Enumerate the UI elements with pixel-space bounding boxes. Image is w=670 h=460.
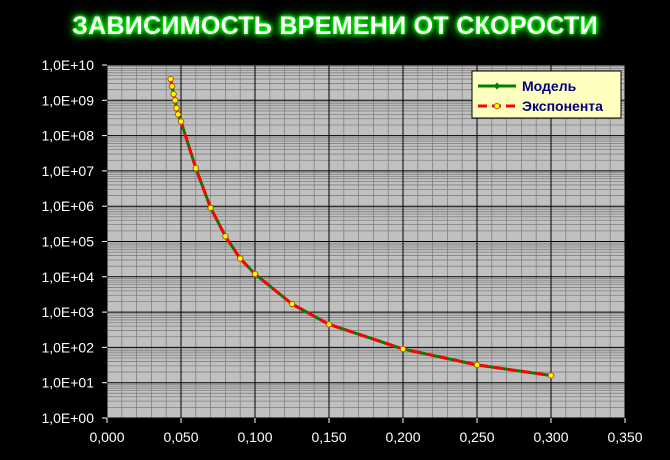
data-point-exponent (173, 104, 180, 112)
y-axis-ticks: 1,0E+00 1,0E+01 1,0E+02 1,0E+03 1,0E+04 1,0E+… (41, 57, 107, 426)
major-gridlines (106, 64, 626, 419)
data-point-exponent (222, 233, 229, 240)
y-tick-label: 1,0E+00 (41, 410, 94, 426)
data-point-exponent (177, 118, 185, 125)
y-tick-label: 1,0E+02 (41, 339, 94, 355)
x-tick-label: 0,150 (311, 429, 346, 445)
data-point-exponent (325, 321, 333, 328)
y-tick-label: 1,0E+07 (41, 163, 94, 179)
legend-marker-exponent (493, 102, 501, 110)
x-tick-label: 0,000 (89, 429, 124, 445)
x-tick-label: 0,250 (459, 429, 494, 445)
legend-box (471, 70, 622, 119)
y-tick-label: 1,0E+03 (41, 304, 94, 320)
legend-label-exponent: Экспонента (522, 98, 603, 114)
x-tick-label: 0,300 (533, 429, 568, 445)
data-point-exponent (207, 204, 214, 211)
chart-title: ЗАВИСИМОСТЬ ВРЕМЕНИ ОТ СКОРОСТИ (72, 12, 598, 40)
data-point-exponent (167, 75, 174, 83)
y-tick-label: 1,0E+10 (41, 57, 94, 73)
data-point-exponent (399, 345, 407, 353)
legend: Модель Экспонента (471, 70, 622, 119)
data-point-exponent (288, 300, 296, 308)
data-point-exponent (171, 97, 179, 104)
data-point-exponent (251, 270, 259, 278)
y-tick-label: 1,0E+04 (41, 269, 94, 285)
x-tick-label: 0,200 (385, 429, 420, 445)
data-point-exponent (237, 255, 244, 262)
data-point-exponent (473, 361, 481, 369)
data-point-exponent (170, 90, 177, 98)
data-point-exponent (547, 372, 555, 379)
data-point-exponent (192, 164, 199, 172)
x-axis-ticks: 0,000 0,050 0,100 0,150 0,200 0,250 0,300 0,350 (89, 418, 643, 445)
y-tick-label: 1,0E+06 (41, 198, 94, 214)
legend-marker-model (493, 82, 501, 90)
y-tick-label: 1,0E+09 (41, 92, 94, 108)
x-tick-label: 0,350 (607, 429, 642, 445)
data-point-exponent (168, 83, 176, 90)
x-tick-label: 0,100 (237, 429, 272, 445)
x-tick-label: 0,050 (163, 429, 198, 445)
series-layer (167, 75, 555, 379)
y-tick-label: 1,0E+05 (41, 234, 94, 250)
y-tick-label: 1,0E+01 (41, 375, 94, 391)
y-tick-label: 1,0E+08 (41, 128, 94, 144)
data-point-exponent (174, 111, 182, 118)
legend-label-model: Модель (522, 78, 577, 94)
